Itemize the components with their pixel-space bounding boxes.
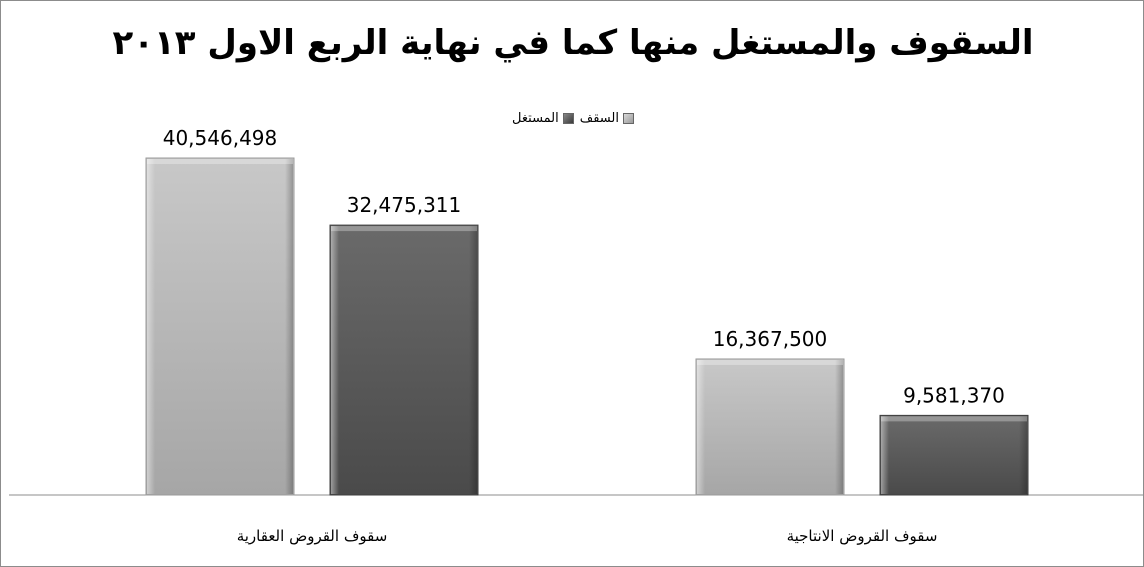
- data-label: 16,367,500: [713, 327, 828, 351]
- legend-label-used: المستغل: [512, 111, 559, 126]
- bar-bevel-top: [147, 159, 293, 165]
- legend-swatch-ceiling: [622, 113, 634, 124]
- bar-ceiling-0: [145, 157, 295, 496]
- legend: السقف المستغل: [1, 111, 1143, 126]
- bar-rect: [329, 224, 479, 496]
- bars-group: [145, 157, 1029, 496]
- bar-used-0: [329, 224, 479, 496]
- bar-bevel-left: [881, 416, 889, 494]
- labels-group: 40,546,498 32,475,311 16,367,500 9,581,370 س…: [163, 126, 1005, 545]
- bar-rect: [145, 157, 295, 496]
- bar-bevel-top: [881, 416, 1027, 422]
- bar-bevel-right: [835, 359, 843, 494]
- bar-used-1: [879, 414, 1029, 496]
- bar-bevel-right: [469, 226, 477, 494]
- category-label: سقوف القروض الانتاجية: [787, 527, 938, 545]
- bar-rect: [879, 414, 1029, 496]
- data-label: 9,581,370: [903, 383, 1005, 407]
- bar-bevel-left: [147, 159, 155, 494]
- bar-bevel-top: [331, 226, 477, 232]
- bar-bevel-right: [1019, 416, 1027, 494]
- bar-bevel-left: [331, 226, 339, 494]
- category-label: سقوف القروض العقارية: [237, 527, 388, 545]
- legend-item-used: المستغل: [512, 111, 574, 126]
- data-label: 40,546,498: [163, 126, 278, 150]
- legend-label-ceiling: السقف: [579, 111, 619, 126]
- bar-bevel-right: [285, 159, 293, 494]
- bar-bevel-top: [697, 359, 843, 365]
- bar-bevel-left: [697, 359, 705, 494]
- data-label: 32,475,311: [347, 193, 462, 217]
- legend-swatch-used: [562, 113, 574, 124]
- bar-rect: [695, 358, 845, 496]
- bar-ceiling-1: [695, 358, 845, 496]
- legend-item-ceiling: السقف: [580, 111, 634, 126]
- chart-title: السقوف والمستغل منها كما في نهاية الربع …: [112, 23, 1034, 63]
